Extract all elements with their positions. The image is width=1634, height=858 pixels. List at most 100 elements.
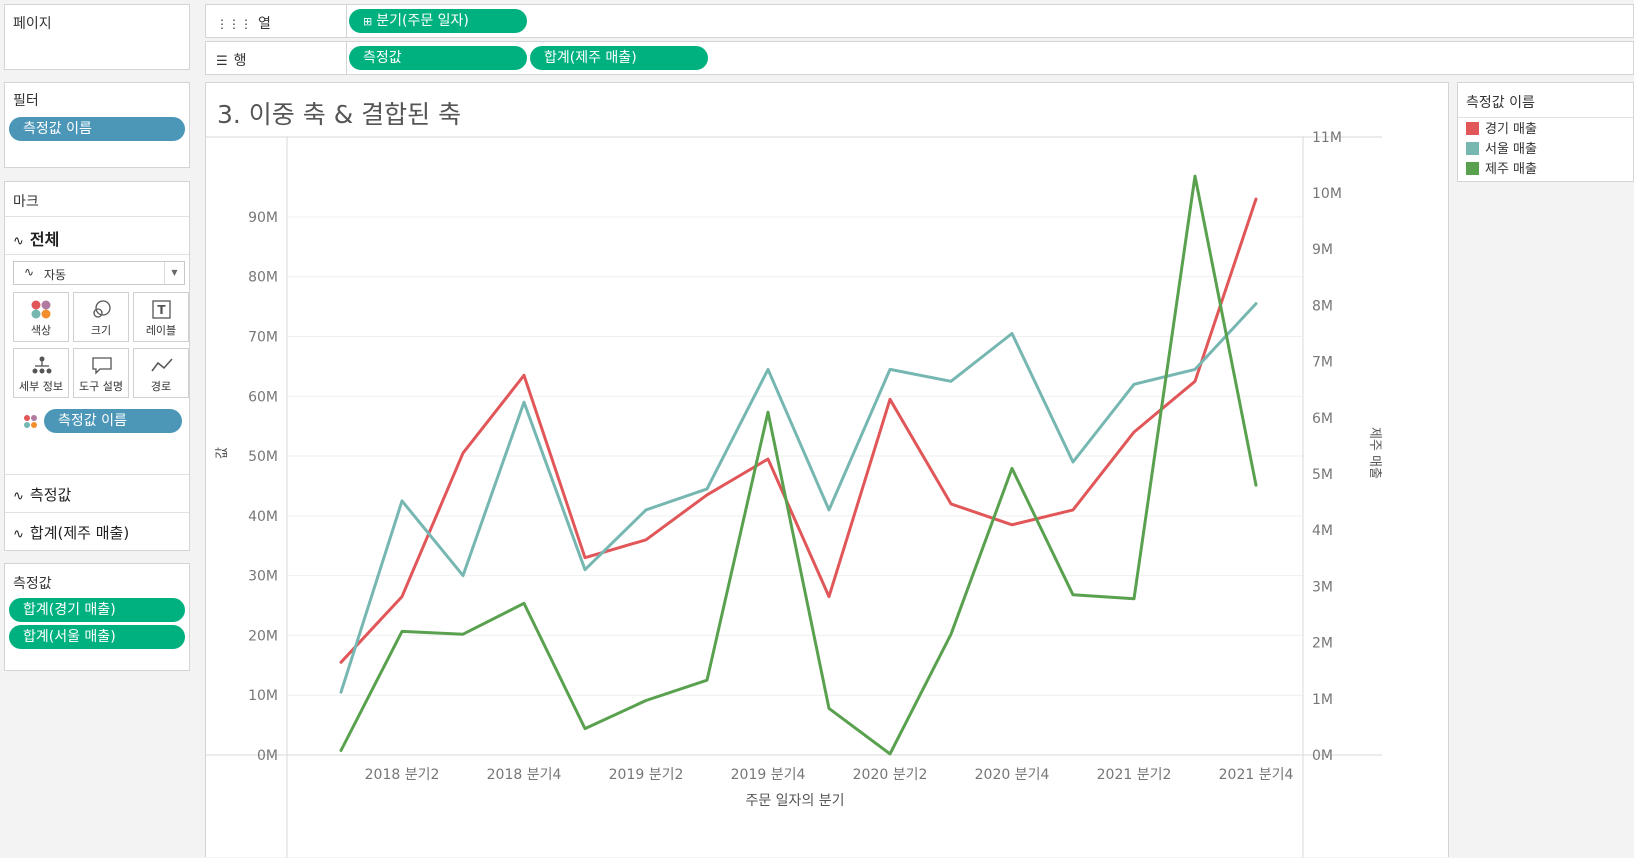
path-button-label: 경로: [150, 380, 172, 393]
marks-section-measures-label: 측정값: [29, 486, 72, 504]
mark-type-dropdown[interactable]: ∿ 자동 ▼: [13, 261, 185, 285]
rows-shelf-separator: [346, 42, 347, 74]
line-mark-icon: ∿: [13, 527, 24, 542]
plus-box-icon[interactable]: ⊞: [363, 15, 373, 28]
tooltip-button-label: 도구 설명: [79, 380, 123, 393]
columns-pill-label: 분기(주문 일자): [376, 13, 469, 29]
legend-swatch-seoul: [1466, 142, 1479, 155]
y-left-tick-label: 90M: [248, 210, 278, 226]
color-button-label: 색상: [30, 324, 52, 337]
rows-pill-measures[interactable]: 측정값: [349, 46, 527, 70]
marks-card[interactable]: 마크 ∿ 전체 ∿ 자동 ▼ 색상 크기 T 레이블 세부 정보: [4, 181, 190, 551]
path-icon: [151, 358, 173, 372]
legend-title: 측정값 이름: [1466, 95, 1535, 111]
marks-divider: [5, 474, 189, 475]
x-tick-label: 2019 분기4: [731, 767, 806, 783]
svg-text:T: T: [157, 303, 166, 317]
x-tick-label: 2021 분기2: [1097, 767, 1172, 783]
detail-button[interactable]: 세부 정보: [13, 348, 69, 398]
y-left-tick-label: 30M: [248, 569, 278, 585]
columns-shelf-label: ⋮⋮⋮ 열: [216, 13, 271, 33]
y-right-tick-label: 3M: [1312, 579, 1333, 595]
columns-shelf[interactable]: ⋮⋮⋮ 열 ⊞ 분기(주문 일자): [205, 4, 1634, 38]
line-mark-icon: ∿: [24, 265, 35, 279]
legend-item-gyeonggi[interactable]: 경기 매출: [1466, 121, 1537, 139]
y-right-tick-label: 4M: [1312, 523, 1333, 539]
marks-divider: [5, 512, 189, 513]
filter-pill-measure-names[interactable]: 측정값 이름: [9, 117, 185, 141]
y-left-tick-label: 20M: [248, 628, 278, 644]
y-left-tick-label: 70M: [248, 329, 278, 345]
legend-card[interactable]: 측정값 이름 경기 매출 서울 매출 제주 매출: [1457, 82, 1634, 182]
marks-section-all[interactable]: ∿ 전체: [13, 226, 59, 250]
color-button[interactable]: 색상: [13, 292, 69, 342]
y-axis-left-title: 값: [215, 447, 230, 459]
measure-values-card[interactable]: 측정값 합계(경기 매출) 합계(서울 매출): [4, 563, 190, 671]
y-left-tick-label: 40M: [248, 509, 278, 525]
y-left-tick-label: 60M: [248, 389, 278, 405]
series-line-0[interactable]: [339, 197, 1258, 664]
y-left-tick-label: 0M: [257, 748, 278, 764]
columns-shelf-separator: [346, 5, 347, 37]
y-left-tick-label: 50M: [248, 449, 278, 465]
filters-card[interactable]: 필터 측정값 이름: [4, 82, 190, 168]
y-right-tick-label: 9M: [1312, 242, 1333, 258]
label-icon: T: [152, 300, 171, 319]
legend-label-seoul: 서울 매출: [1485, 142, 1537, 157]
mark-type-value: 자동: [44, 268, 67, 282]
path-button[interactable]: 경로: [133, 348, 189, 398]
y-axis-right-title: 제주 매출: [1367, 427, 1382, 479]
measure-pill-seoul-sales[interactable]: 합계(서울 매출): [9, 625, 185, 649]
x-tick-label: 2018 분기2: [365, 767, 440, 783]
series-line-2[interactable]: [339, 174, 1258, 756]
y-right-tick-label: 10M: [1312, 186, 1342, 202]
y-left-tick-label: 80M: [248, 270, 278, 286]
columns-pill-quarter[interactable]: ⊞ 분기(주문 일자): [349, 9, 527, 33]
y-right-tick-label: 6M: [1312, 411, 1333, 427]
x-tick-label: 2018 분기4: [487, 767, 562, 783]
detail-icon: [32, 356, 52, 374]
chart-view[interactable]: 3. 이중 축 & 결합된 축 0M 10M 20M 30M 40M 50M 60M 70M 8…: [205, 82, 1450, 858]
chevron-down-icon[interactable]: ▼: [164, 262, 184, 284]
columns-shelf-text: 열: [258, 16, 271, 32]
x-axis-title: 주문 일자의 분기: [745, 793, 844, 809]
rows-shelf-label: ☰ 행: [216, 50, 247, 70]
marks-section-all-label: 전체: [29, 230, 60, 249]
rows-shelf[interactable]: ☰ 행 측정값 합계(제주 매출): [205, 41, 1634, 75]
size-icon: [93, 300, 111, 318]
measure-pill-gyeonggi-sales[interactable]: 합계(경기 매출): [9, 598, 185, 622]
x-tick-label: 2020 분기2: [853, 767, 928, 783]
line-chart[interactable]: 0M 10M 20M 30M 40M 50M 60M 70M 80M 90M 0M 1M 2M 3M 4M 5…: [206, 83, 1450, 858]
legend-item-seoul[interactable]: 서울 매출: [1466, 141, 1537, 159]
legend-item-jeju[interactable]: 제주 매출: [1466, 161, 1537, 179]
y-right-tick-label: 2M: [1312, 636, 1333, 652]
measure-values-card-title: 측정값: [13, 576, 52, 592]
series-line-1[interactable]: [339, 302, 1258, 694]
x-tick-label: 2020 분기4: [975, 767, 1050, 783]
marks-divider: [5, 216, 189, 217]
marks-color-pill-measure-names[interactable]: 측정값 이름: [44, 409, 182, 433]
marks-card-title: 마크: [13, 194, 39, 210]
line-mark-icon: ∿: [13, 489, 24, 504]
x-tick-label: 2021 분기4: [1219, 767, 1294, 783]
legend-divider: [1458, 117, 1633, 118]
tooltip-button[interactable]: 도구 설명: [73, 348, 129, 398]
marks-section-jeju[interactable]: ∿ 합계(제주 매출): [13, 522, 129, 543]
legend-label-gyeonggi: 경기 매출: [1485, 122, 1537, 137]
pages-card[interactable]: 페이지: [4, 4, 190, 70]
size-button[interactable]: 크기: [73, 292, 129, 342]
rows-pill-jeju-sales[interactable]: 합계(제주 매출): [530, 46, 708, 70]
marks-section-measures[interactable]: ∿ 측정값: [13, 484, 71, 505]
legend-swatch-gyeonggi: [1466, 122, 1479, 135]
y-right-tick-label: 1M: [1312, 692, 1333, 708]
line-mark-icon: ∿: [13, 234, 24, 249]
y-right-tick-label: 0M: [1312, 748, 1333, 764]
x-tick-label: 2019 분기2: [609, 767, 684, 783]
pages-card-title: 페이지: [13, 16, 52, 32]
y-right-tick-label: 5M: [1312, 467, 1333, 483]
y-right-tick-label: 8M: [1312, 298, 1333, 314]
detail-button-label: 세부 정보: [19, 380, 63, 393]
label-button[interactable]: T 레이블: [133, 292, 189, 342]
color-icon: [31, 300, 51, 319]
filters-card-title: 필터: [13, 93, 39, 109]
